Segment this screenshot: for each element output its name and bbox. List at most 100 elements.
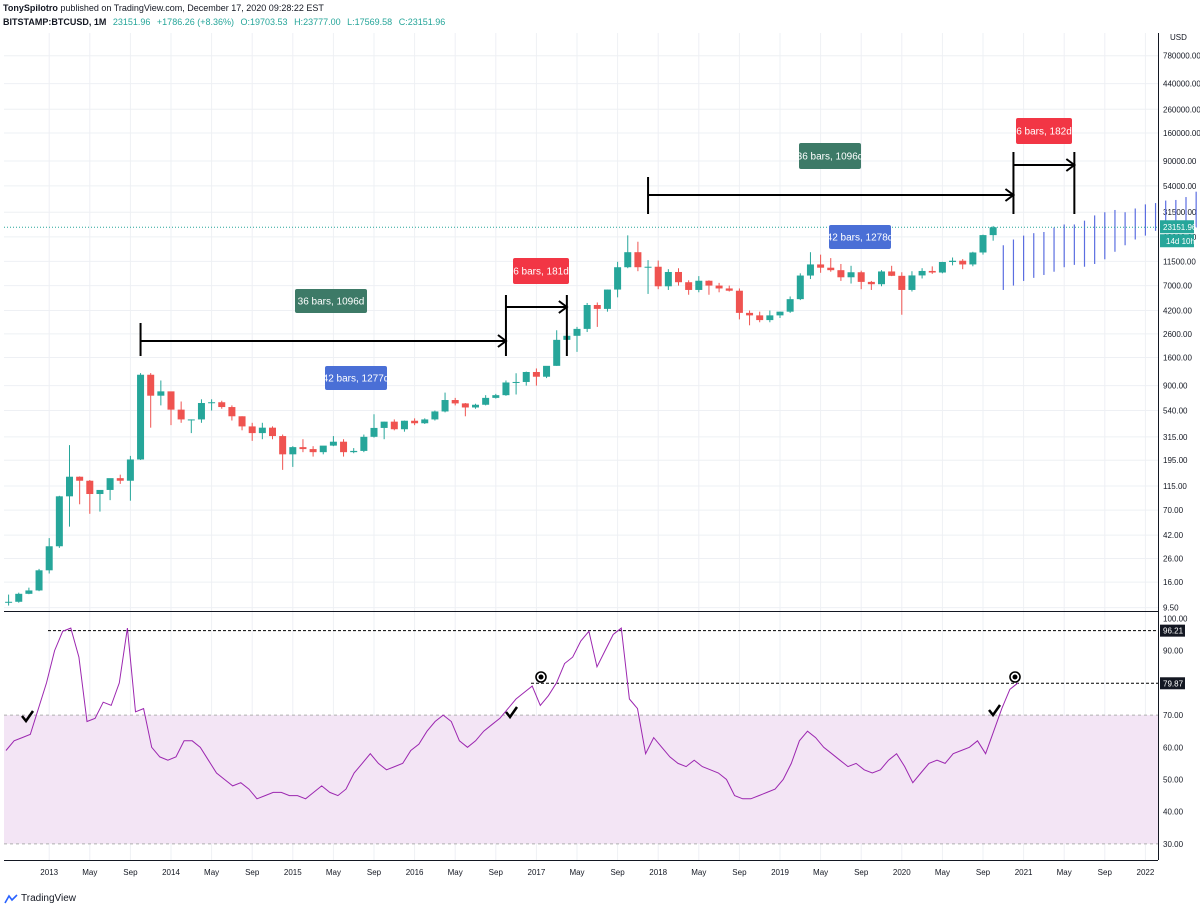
annotation-label: 36 bars, 1096d (797, 152, 864, 163)
time-tick-label: May (691, 868, 706, 877)
time-tick-label: Sep (610, 868, 625, 877)
price-tick-label: 900.00 (1163, 382, 1188, 391)
candle-body (35, 570, 43, 591)
candle-body (116, 478, 124, 481)
candle-body (938, 262, 946, 273)
rsi-tick-label: 100.00 (1163, 614, 1188, 623)
candle-body (695, 280, 703, 290)
annotation-box (799, 143, 861, 169)
tradingview-logo-icon (4, 893, 18, 903)
candle-body (898, 275, 906, 290)
candle-body (25, 590, 33, 594)
candle-body (614, 267, 622, 290)
candle-body (228, 407, 236, 417)
candle-body (634, 252, 642, 268)
time-tick-label: Sep (123, 868, 138, 877)
candle-body (908, 275, 916, 290)
candle-body (55, 496, 63, 547)
candle-body (421, 419, 429, 424)
candle-body (522, 371, 530, 382)
candle-body (624, 252, 632, 268)
annotation-box (1016, 118, 1072, 144)
candle-body (603, 289, 611, 309)
candle-body (979, 235, 987, 253)
projection-bars (1002, 191, 1197, 290)
time-tick-label: Sep (976, 868, 991, 877)
close-value: C:23151.96 (398, 17, 446, 27)
footer-brand[interactable]: TradingView (4, 893, 76, 904)
check-mark-icon (988, 704, 1002, 718)
price-tick-label: 115.00 (1163, 482, 1187, 491)
author-name[interactable]: TonySpilotro (3, 3, 58, 13)
candle-body (766, 315, 774, 321)
candle-body (126, 459, 134, 481)
last-price-tag-bg (1160, 220, 1194, 234)
candle-body (370, 427, 378, 437)
candle-body (512, 381, 520, 383)
candle-body (583, 305, 591, 329)
candle-body (461, 403, 469, 408)
price-tick-label: 315.00 (1163, 433, 1188, 442)
candle-body (390, 421, 398, 430)
annotation-box (325, 366, 387, 390)
rsi-level-tag-bg (1160, 624, 1185, 637)
candle-body (827, 267, 835, 271)
rsi-level-tag: 96.21 (1163, 627, 1184, 636)
price-tick-label: 160000.00 (1163, 129, 1200, 138)
open-value: O:19703.53 (240, 17, 288, 27)
time-tick-label: Sep (732, 868, 747, 877)
candle-body (918, 270, 926, 276)
price-tick-label: 31500.00 (1163, 208, 1197, 217)
price-tick-label: 780000.00 (1163, 52, 1200, 61)
check-mark-icon (21, 710, 35, 724)
price-tick-label: 1600.00 (1163, 354, 1192, 363)
candle-body (492, 395, 500, 398)
candle-body (796, 275, 804, 300)
candle-body (187, 419, 195, 421)
candle-body (837, 270, 845, 278)
time-tick-label: May (204, 868, 219, 877)
time-tick-label: May (1057, 868, 1072, 877)
price-tick-label: 54000.00 (1163, 182, 1197, 191)
time-tick-label: Sep (489, 868, 504, 877)
candle-body (137, 374, 145, 460)
annotation-label: 42 bars, 1278d (827, 233, 894, 244)
candle-body (15, 593, 23, 602)
candles (5, 225, 997, 606)
candle-body (593, 305, 601, 309)
price-change-value: +1786.26 (+8.36%) (156, 17, 234, 27)
candle-body (664, 271, 672, 287)
rsi-tick-label: 50.00 (1163, 775, 1184, 784)
candle-body (776, 311, 784, 316)
candle-body (76, 476, 84, 481)
candle-body (147, 374, 155, 396)
annotation-box (513, 258, 569, 284)
price-tick-label: 90000.00 (1163, 157, 1197, 166)
candle-body (340, 441, 348, 453)
candle-body (949, 260, 957, 263)
candle-body (208, 402, 216, 404)
candle-body (735, 290, 743, 313)
time-tick-label: 2013 (40, 868, 58, 877)
annotation-label: 36 bars, 1096d (298, 297, 365, 308)
countdown-tag: 14d 10h (1166, 237, 1195, 246)
candle-body (806, 264, 814, 276)
price-tick-label: 4200.00 (1163, 306, 1192, 315)
candle-body (441, 400, 449, 412)
candle-body (380, 421, 388, 428)
candle-body (502, 382, 510, 396)
time-tick-label: May (935, 868, 950, 877)
candle-body (269, 427, 276, 437)
candle-body (45, 546, 53, 571)
price-tick-label: 440000.00 (1163, 80, 1200, 89)
price-tick-label: 260000.00 (1163, 105, 1200, 114)
candle-body (96, 489, 104, 495)
time-tick-label: 2014 (162, 868, 180, 877)
countdown-tag-bg (1160, 234, 1194, 248)
candle-body (167, 391, 175, 410)
annotation-box (829, 225, 891, 249)
candle-body (329, 441, 337, 446)
candle-body (248, 426, 256, 434)
candle-body (675, 271, 682, 283)
